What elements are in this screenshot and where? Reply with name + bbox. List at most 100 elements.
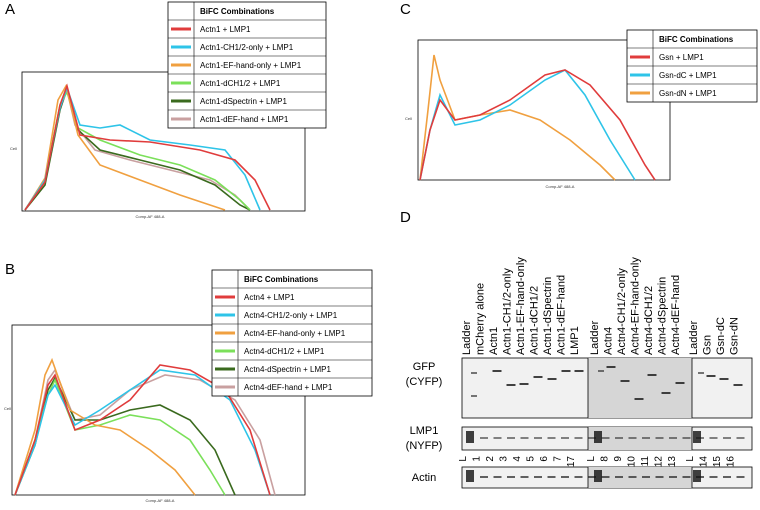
x-axis-label: Comp-AF 488-A bbox=[136, 214, 165, 219]
row-label: LMP1 bbox=[410, 425, 439, 437]
lane-number: 8 bbox=[600, 456, 611, 462]
curves-c bbox=[419, 54, 656, 181]
panel-label: D bbox=[400, 209, 411, 226]
band bbox=[471, 372, 477, 374]
band bbox=[733, 384, 743, 386]
band bbox=[723, 437, 731, 439]
x-axis-label: Comp-AF 488-A bbox=[546, 184, 575, 189]
band bbox=[480, 476, 488, 478]
lane-number: 14 bbox=[699, 456, 710, 468]
band bbox=[561, 437, 569, 439]
band bbox=[736, 476, 745, 478]
band bbox=[493, 437, 502, 439]
lane-label: LMP1 bbox=[569, 326, 581, 355]
lane-label: Ladder bbox=[461, 320, 473, 355]
band bbox=[706, 375, 716, 377]
band bbox=[492, 370, 502, 372]
ladder bbox=[466, 470, 474, 482]
lane-label: Gsn-dC bbox=[715, 317, 727, 355]
legend-box bbox=[211, 269, 373, 397]
legend-entry: Actn1-EF-hand-only + LMP1 bbox=[200, 61, 302, 70]
band bbox=[598, 370, 604, 372]
lane-label: mCherry alone bbox=[475, 283, 487, 355]
band bbox=[480, 437, 488, 439]
band bbox=[628, 476, 637, 478]
curves-b bbox=[14, 357, 276, 496]
lane-label: Actn1-dCH1/2 bbox=[529, 286, 541, 355]
lane-label: Actn1-CH1/2-only bbox=[502, 268, 514, 355]
band bbox=[493, 476, 502, 478]
band bbox=[723, 476, 731, 478]
legend-entry: Actn4-dEF-hand + LMP1 bbox=[244, 383, 333, 392]
band bbox=[669, 437, 677, 439]
lane-number: 6 bbox=[539, 456, 550, 462]
curves-a bbox=[24, 83, 271, 211]
lane-number: 12 bbox=[654, 456, 665, 468]
lane-number: 10 bbox=[627, 456, 638, 468]
band bbox=[628, 437, 637, 439]
band bbox=[615, 476, 623, 478]
band bbox=[507, 437, 515, 439]
ladder bbox=[693, 470, 701, 482]
legend-entry: Actn1 + LMP1 bbox=[200, 25, 251, 34]
blot-dark bbox=[588, 358, 692, 418]
ladder bbox=[693, 431, 701, 443]
lane-number: L bbox=[685, 456, 696, 462]
lane-label: Actn1-dSpectrin bbox=[542, 277, 554, 355]
lane-number: 7 bbox=[553, 456, 564, 462]
legend-entry: Actn4-dCH1/2 + LMP1 bbox=[244, 347, 325, 356]
plot-frame bbox=[11, 324, 306, 496]
ladder bbox=[594, 431, 602, 443]
band bbox=[534, 437, 542, 439]
band bbox=[661, 392, 671, 394]
band bbox=[709, 437, 718, 439]
band bbox=[574, 476, 583, 478]
panel-label: A bbox=[5, 1, 15, 18]
legend-entry: Actn1-dEF-hand + LMP1 bbox=[200, 115, 289, 124]
band bbox=[601, 437, 610, 439]
band bbox=[642, 476, 650, 478]
legend-entry: Gsn-dN + LMP1 bbox=[659, 89, 717, 98]
lane-label: Gsn bbox=[702, 335, 714, 355]
band bbox=[574, 437, 583, 439]
band bbox=[698, 372, 704, 374]
band bbox=[615, 437, 623, 439]
band bbox=[547, 476, 556, 478]
row-label: (NYFP) bbox=[406, 440, 443, 452]
band bbox=[682, 476, 691, 478]
band bbox=[620, 380, 630, 382]
band bbox=[675, 382, 685, 384]
row-label: Actin bbox=[412, 472, 436, 484]
legend-box bbox=[167, 1, 327, 129]
band bbox=[647, 374, 657, 376]
lane-number: 1 bbox=[472, 456, 483, 462]
band bbox=[520, 476, 529, 478]
legend-entry: Gsn + LMP1 bbox=[659, 53, 704, 62]
lane-number: 13 bbox=[667, 456, 678, 468]
curve bbox=[14, 369, 271, 496]
lane-label: Ladder bbox=[688, 320, 700, 355]
band bbox=[588, 437, 596, 439]
curve bbox=[14, 357, 196, 496]
curve bbox=[24, 83, 226, 211]
band bbox=[534, 476, 542, 478]
y-axis-label: Cell bbox=[4, 406, 11, 411]
lane-label: Actn4 bbox=[603, 327, 615, 355]
band bbox=[519, 383, 529, 385]
ladder bbox=[466, 431, 474, 443]
lane-label: Actn4-dEF-hand bbox=[670, 275, 682, 355]
curve bbox=[419, 69, 656, 181]
band bbox=[533, 376, 543, 378]
lane-number: 4 bbox=[512, 456, 523, 462]
legend-title: BiFC Combinations bbox=[244, 275, 319, 284]
blot-dark bbox=[588, 467, 692, 488]
band bbox=[507, 476, 515, 478]
lane-label: Actn1-EF-hand-only bbox=[515, 257, 527, 355]
legend-entry: Gsn-dC + LMP1 bbox=[659, 71, 717, 80]
band bbox=[520, 437, 529, 439]
plots bbox=[11, 39, 671, 496]
band bbox=[506, 384, 516, 386]
lane-label: Gsn-dN bbox=[729, 317, 741, 355]
band bbox=[669, 476, 677, 478]
